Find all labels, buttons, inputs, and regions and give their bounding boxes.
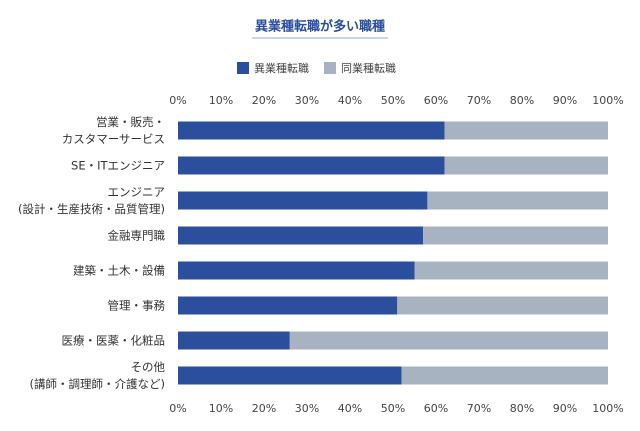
- bar-segment: [178, 156, 445, 175]
- x-tick-label: 30%: [295, 402, 319, 415]
- legend-label: 異業種転職: [254, 61, 309, 75]
- bar-segment: [178, 261, 415, 280]
- x-tick-label: 70%: [467, 402, 491, 415]
- bar-segment: [401, 366, 608, 385]
- legend-swatch: [324, 62, 336, 74]
- x-tick-label: 0%: [169, 402, 186, 415]
- x-tick-label: 10%: [209, 402, 233, 415]
- bar-segment: [178, 366, 402, 385]
- bar-segment: [444, 121, 608, 140]
- bar-segment: [397, 296, 608, 315]
- y-tick-label: エンジニア (設計・生産技術・品質管理): [18, 184, 165, 216]
- x-tick-label: 100%: [592, 94, 623, 107]
- x-tick-label: 30%: [295, 94, 319, 107]
- bar-segment: [427, 191, 608, 210]
- x-tick-label: 10%: [209, 94, 233, 107]
- x-tick-label: 90%: [553, 402, 577, 415]
- y-tick-label: 管理・事務: [107, 298, 166, 312]
- bar-segment: [414, 261, 608, 280]
- y-tick-label: SE・ITエンジニア: [71, 158, 165, 172]
- bar-segment: [289, 331, 608, 350]
- y-tick-label: 営業・販売・ カスタマーサービス: [61, 114, 165, 146]
- bar-segment: [444, 156, 608, 175]
- bar-segment: [423, 226, 608, 245]
- chart-title: 異業種転職が多い職種: [255, 19, 385, 35]
- x-tick-label: 40%: [338, 402, 362, 415]
- bar-segment: [178, 226, 424, 245]
- bar-segment: [178, 191, 428, 210]
- x-tick-label: 60%: [424, 94, 448, 107]
- x-tick-label: 20%: [252, 94, 276, 107]
- x-tick-label: 80%: [510, 94, 534, 107]
- x-tick-label: 80%: [510, 402, 534, 415]
- x-tick-label: 20%: [252, 402, 276, 415]
- y-tick-label: 金融専門職: [107, 228, 166, 242]
- x-tick-label: 100%: [592, 402, 623, 415]
- x-tick-label: 60%: [424, 402, 448, 415]
- x-tick-label: 40%: [338, 94, 362, 107]
- y-tick-label: 医療・医薬・化粧品: [61, 333, 166, 347]
- bar-segment: [178, 331, 290, 350]
- legend-swatch: [237, 62, 249, 74]
- bar-segment: [178, 296, 398, 315]
- y-tick-label: 建築・土木・設備: [73, 263, 165, 277]
- x-tick-label: 50%: [381, 402, 405, 415]
- y-tick-label: その他 (講師・調理師・介護など): [29, 359, 165, 391]
- x-tick-label: 0%: [169, 94, 186, 107]
- x-tick-label: 50%: [381, 94, 405, 107]
- bar-segment: [178, 121, 445, 140]
- legend-label: 同業種転職: [341, 61, 396, 75]
- x-tick-label: 90%: [553, 94, 577, 107]
- x-tick-label: 70%: [467, 94, 491, 107]
